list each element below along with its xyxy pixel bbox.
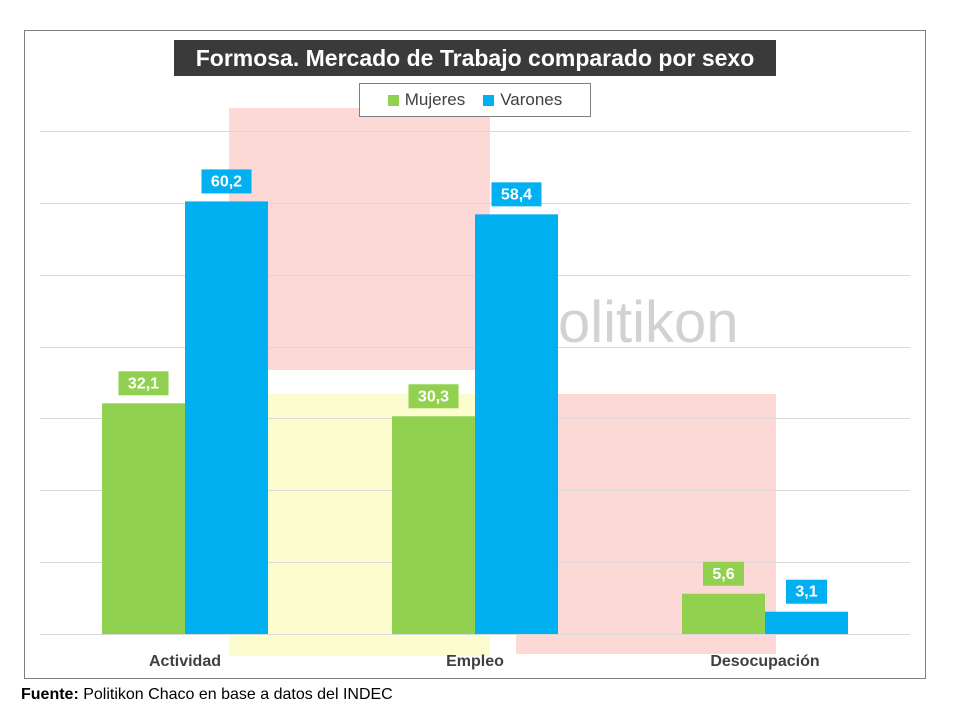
data-label-box-mujeres (703, 561, 744, 586)
data-label-box-mujeres (118, 371, 169, 396)
data-label-varones: 58,4 (501, 186, 532, 203)
legend: Mujeres Varones (359, 83, 591, 117)
x-tick-label: Actividad (149, 653, 221, 670)
legend-label-varones: Varones (500, 90, 563, 109)
data-label-box-varones (491, 182, 542, 207)
bar-mujeres (102, 403, 185, 634)
chart-title: Formosa. Mercado de Trabajo comparado po… (174, 40, 776, 76)
watermark-text: olitikon (558, 290, 739, 355)
data-label-mujeres: 5,6 (712, 566, 734, 583)
data-labels: 32,1 60,2 30,3 58,4 5,6 3,1 (118, 169, 827, 604)
bar-varones (185, 201, 268, 635)
legend-item-mujeres: Mujeres (387, 90, 466, 110)
legend-item-varones: Varones (483, 90, 562, 110)
x-tick-label: Desocupación (710, 653, 819, 670)
data-label-mujeres: 32,1 (128, 375, 159, 392)
bar-mujeres (392, 416, 475, 634)
bars (102, 201, 848, 635)
data-label-varones: 60,2 (211, 173, 242, 190)
x-axis-labels: Actividad Empleo Desocupación (149, 653, 820, 670)
legend-swatch-varones (483, 94, 495, 106)
data-label-box-varones (786, 579, 827, 604)
data-label-box-mujeres (408, 384, 459, 409)
x-tick-label: Empleo (446, 653, 504, 670)
source-note: Fuente: Politikon Chaco en base a datos … (21, 686, 393, 704)
legend-label-mujeres: Mujeres (404, 90, 466, 109)
data-label-varones: 3,1 (795, 584, 817, 601)
data-label-mujeres: 30,3 (418, 388, 449, 405)
data-label-box-varones (201, 169, 252, 194)
source-label: Fuente: (21, 686, 79, 703)
bar-varones (475, 214, 558, 634)
source-text: Politikon Chaco en base a datos del INDE… (78, 686, 393, 703)
bar-varones (765, 611, 848, 634)
decor-pink-rect-top (229, 108, 490, 370)
bar-mujeres (682, 593, 765, 634)
legend-swatch-mujeres (387, 94, 399, 106)
